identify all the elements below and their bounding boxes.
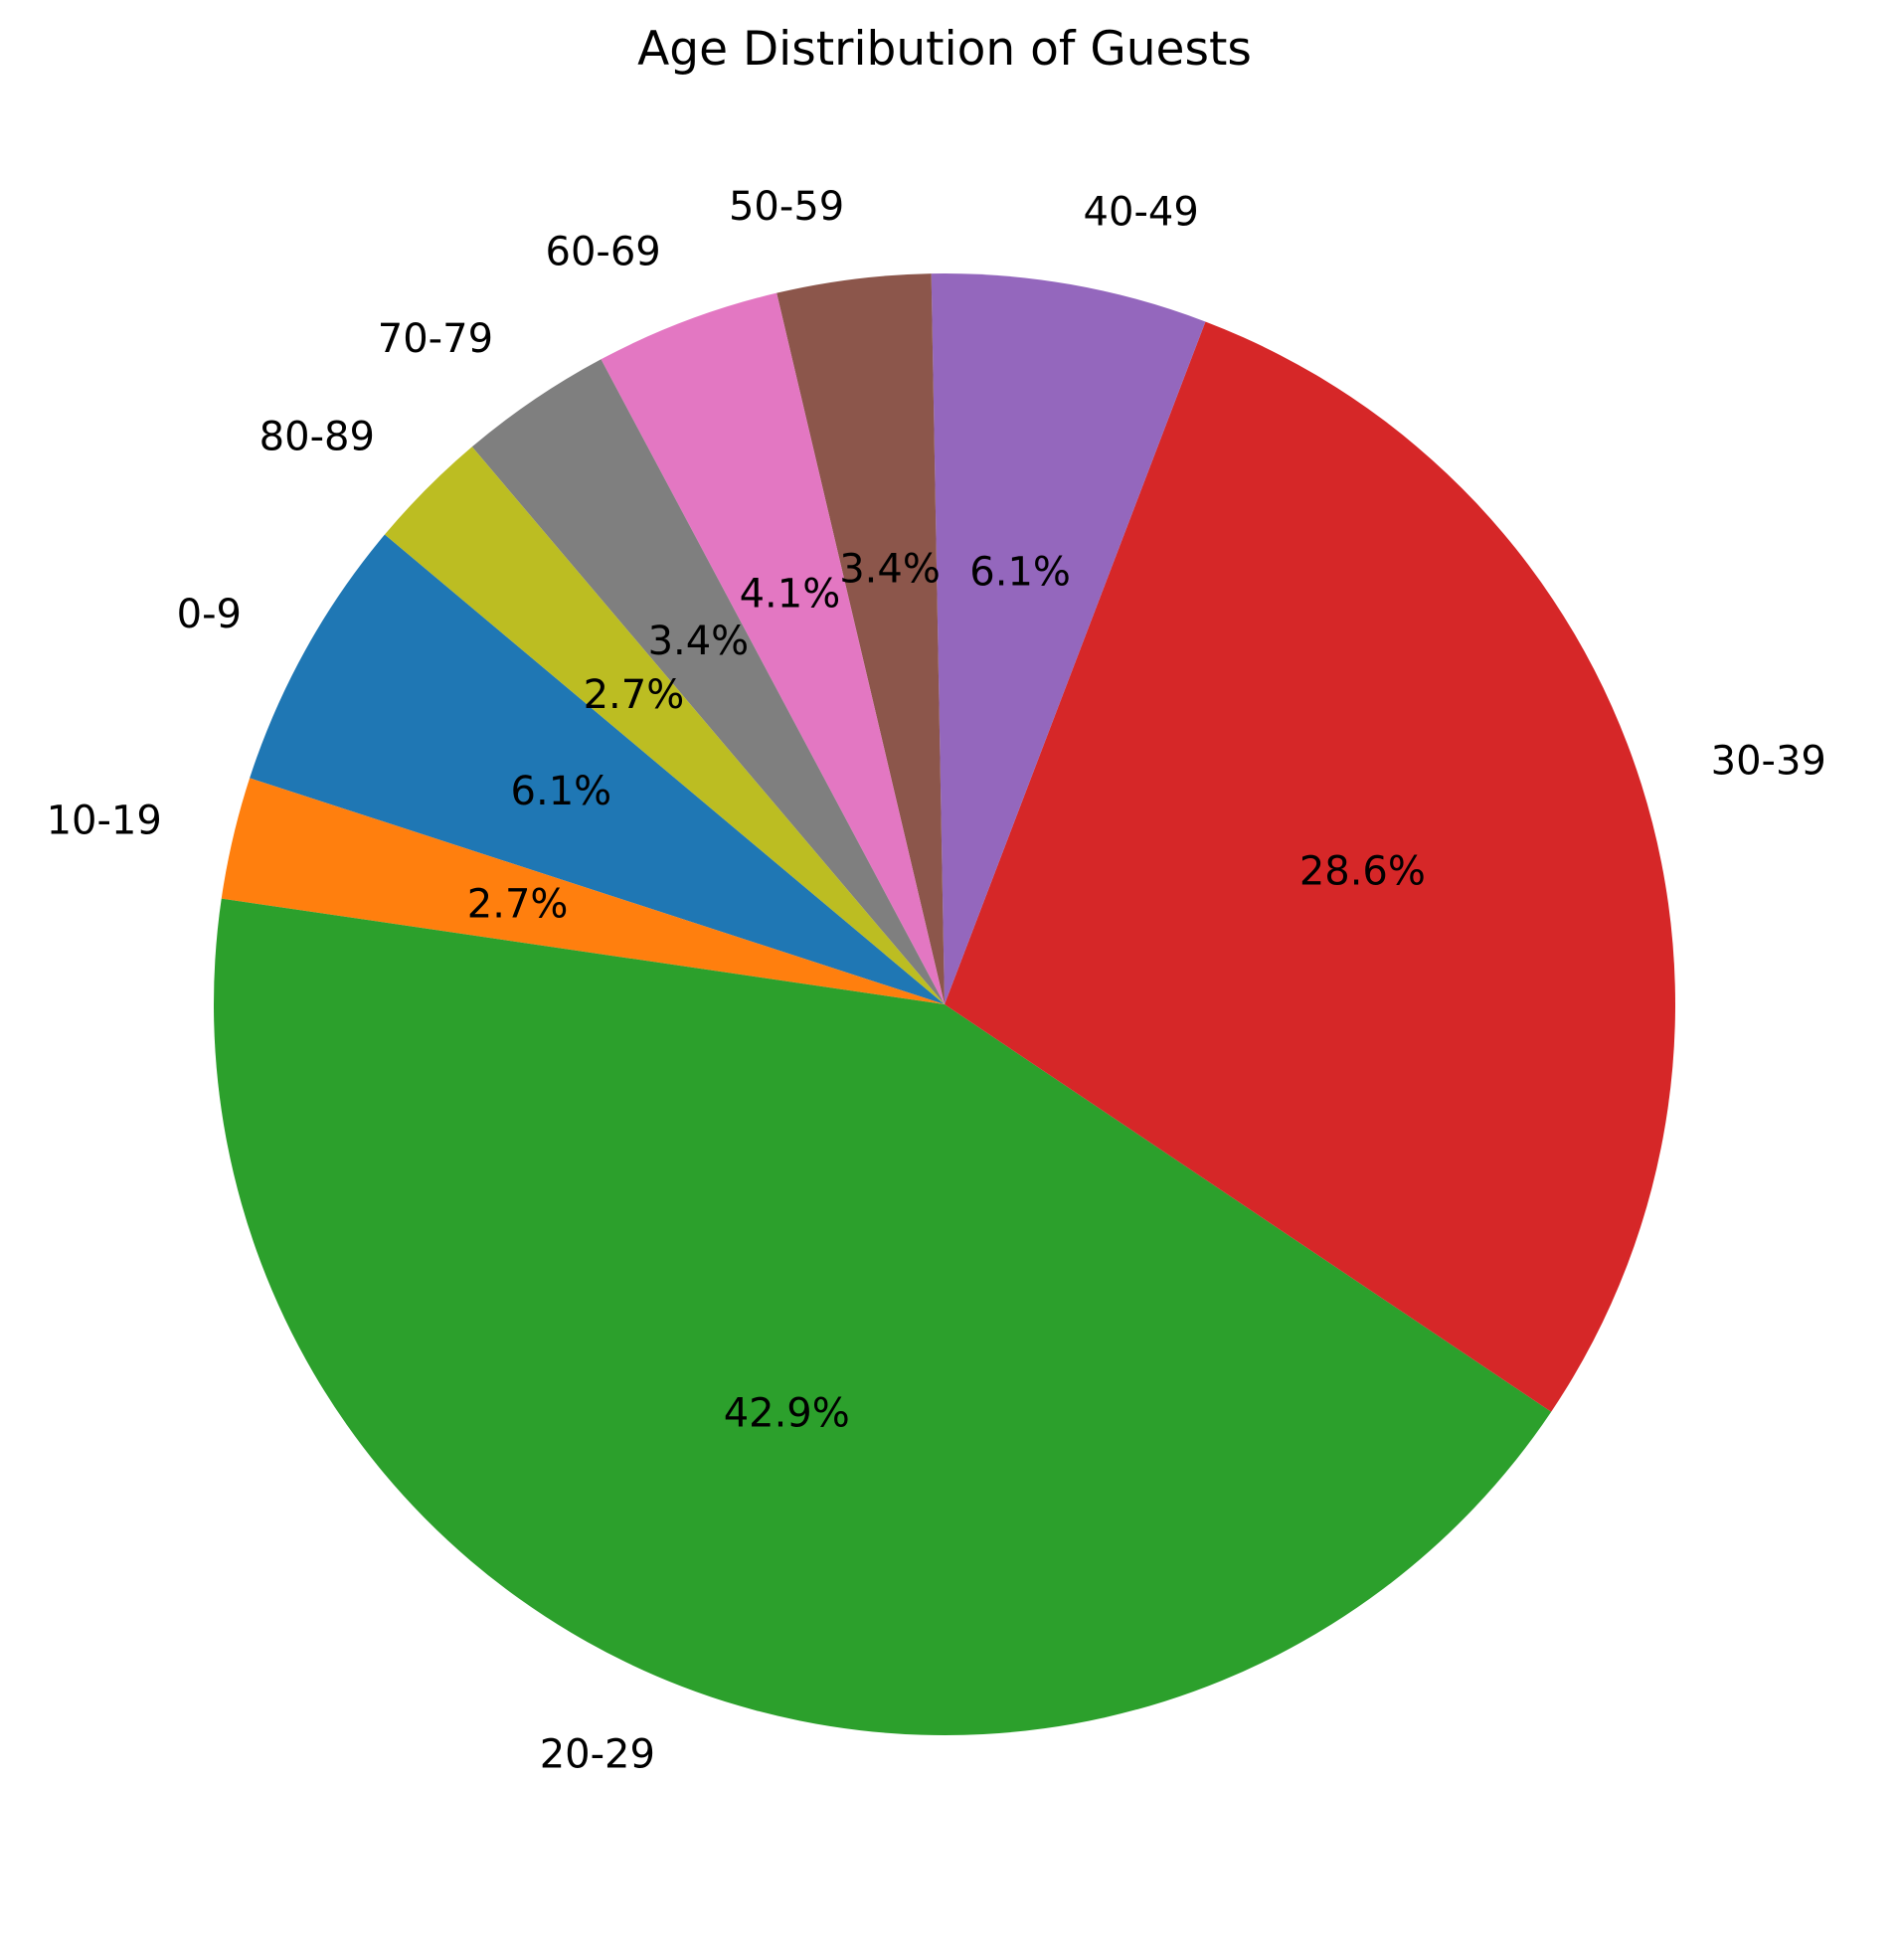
slice-label-80-89: 80-89 [259, 415, 375, 460]
pie-slice-10-19 [221, 778, 946, 1004]
pie-slice-20-29 [213, 898, 1552, 1736]
slice-percent-70-79: 3.4% [648, 619, 750, 664]
slice-label-10-19: 10-19 [47, 799, 162, 844]
slice-label-0-9: 0-9 [177, 592, 242, 637]
slice-percent-80-89: 2.7% [584, 672, 685, 718]
slice-percent-50-59: 3.4% [839, 546, 941, 592]
slice-percent-30-39: 28.6% [1299, 849, 1426, 895]
slice-label-40-49: 40-49 [1084, 190, 1199, 236]
pie-slice-30-39 [945, 321, 1676, 1412]
slice-percent-60-69: 4.1% [740, 571, 841, 617]
slice-label-60-69: 60-69 [546, 229, 661, 274]
slice-percent-0-9: 6.1% [511, 769, 612, 814]
pie-slice-80-89 [384, 446, 945, 1005]
slice-label-20-29: 20-29 [540, 1731, 655, 1777]
slice-label-70-79: 70-79 [378, 316, 493, 362]
slice-percent-10-19: 2.7% [467, 881, 569, 927]
slice-label-30-39: 30-39 [1711, 739, 1826, 785]
slice-percent-20-29: 42.9% [724, 1390, 850, 1436]
pie-labels: 0-9 6.1% 10-19 2.7% 20-29 42.9% 30-39 28.6% 40-4… [47, 184, 1826, 1777]
pie-slice-0-9 [250, 534, 945, 1004]
pie-slices [213, 273, 1676, 1736]
slice-percent-40-49: 6.1% [969, 550, 1071, 596]
pie-slice-70-79 [471, 359, 945, 1005]
pie-slice-60-69 [601, 292, 945, 1004]
slice-label-50-59: 50-59 [729, 184, 844, 230]
pie-slice-40-49 [931, 273, 1206, 1004]
chart-title: Age Distribution of Guests [637, 22, 1252, 77]
pie-slice-50-59 [776, 273, 945, 1004]
